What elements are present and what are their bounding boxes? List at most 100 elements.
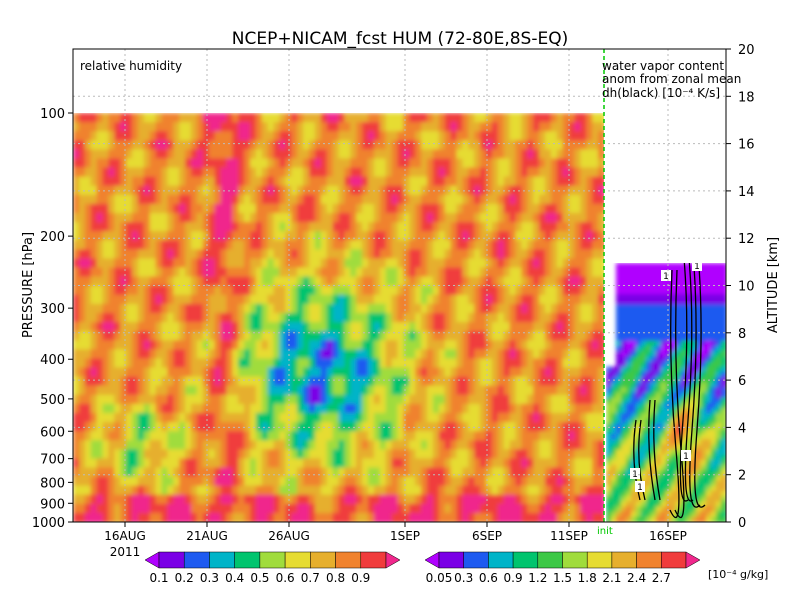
contour-label-box bbox=[630, 468, 640, 479]
y-tick-label: 500 bbox=[40, 393, 65, 408]
left-panel-label: relative humidity bbox=[80, 59, 182, 73]
right-panel-label-line2: anom from zonal mean bbox=[602, 72, 741, 86]
colorbar-box bbox=[512, 551, 539, 569]
colorbar-label: 0.6 bbox=[276, 571, 295, 585]
init-label: init bbox=[597, 526, 613, 537]
y-tick-label: 400 bbox=[40, 353, 65, 368]
colorbar-label: 0.05 bbox=[426, 571, 453, 585]
colorbar-label: 0.4 bbox=[225, 571, 244, 585]
colorbar-box bbox=[335, 551, 362, 569]
y-tick-label: 900 bbox=[40, 497, 65, 512]
contour-label-box bbox=[681, 450, 691, 461]
colorbar-arrow-high bbox=[685, 551, 701, 569]
contour-line bbox=[689, 265, 701, 508]
x-tick-label: 26AUG bbox=[268, 529, 310, 543]
y2-tick-label: 2 bbox=[738, 469, 746, 484]
y-tick-label: 100 bbox=[40, 107, 65, 122]
y2-tick-label: 20 bbox=[738, 43, 755, 58]
right-panel-label: water vapor content anom from zonal mean… bbox=[602, 59, 741, 100]
y-tick-label: 700 bbox=[40, 453, 65, 468]
colorbar-label: 1.8 bbox=[578, 571, 597, 585]
colorbar-label: 0.5 bbox=[250, 571, 269, 585]
colorbar-box bbox=[234, 551, 261, 569]
vapor-heatmap: 11111 bbox=[606, 262, 726, 522]
colorbar-box bbox=[284, 551, 311, 569]
x-tick-label: 16AUG bbox=[104, 529, 146, 543]
y2-tick-label: 6 bbox=[738, 374, 746, 389]
y2-tick-label: 0 bbox=[738, 516, 746, 531]
x-tick-label: 16SEP bbox=[649, 529, 687, 543]
colorbar-box bbox=[611, 551, 637, 569]
colorbar-box bbox=[463, 551, 489, 569]
colorbar-box bbox=[183, 551, 210, 569]
right-panel-label-line1: water vapor content bbox=[602, 59, 724, 73]
contour-line bbox=[669, 269, 680, 519]
y-axis-altitude: 0 2 4 6 8 10 12 14 16 18 20 bbox=[726, 43, 755, 531]
colorbar-label: 0.1 bbox=[149, 571, 168, 585]
colorbar-box bbox=[158, 551, 185, 569]
colorbar-box bbox=[209, 551, 235, 569]
colorbar-vapor-unit: [10⁻⁴ g/kg] bbox=[708, 568, 768, 581]
colorbar-label: 2.1 bbox=[602, 571, 621, 585]
y2-axis-title: ALTITUDE [km] bbox=[766, 237, 781, 333]
colorbar-box bbox=[360, 551, 387, 569]
contour-label: 1 bbox=[663, 272, 669, 282]
colorbar-box bbox=[438, 551, 464, 569]
x-tick-label: 11SEP bbox=[550, 529, 588, 543]
contour-label: 1 bbox=[694, 262, 700, 272]
x-axis-year: 2011 bbox=[110, 545, 141, 559]
contour-label-box bbox=[635, 481, 645, 492]
colorbar-box bbox=[636, 551, 662, 569]
contour-label: 1 bbox=[683, 452, 689, 462]
colorbar-box bbox=[259, 551, 286, 569]
colorbar-label: 0.9 bbox=[504, 571, 523, 585]
rh-heatmap bbox=[73, 113, 604, 522]
y-axis-pressure: 100 200 300 400 500 600 700 800 900 1000 bbox=[32, 107, 73, 531]
x-axis-dates: 16AUG 21AUG 26AUG 1SEP 6SEP 11SEP 16SEP bbox=[104, 522, 687, 543]
colorbar-box bbox=[562, 551, 588, 569]
colorbar-label: 1.5 bbox=[553, 571, 572, 585]
contour-label-box bbox=[692, 263, 702, 271]
colorbar-label: 0.2 bbox=[175, 571, 194, 585]
colorbar-label: 0.7 bbox=[301, 571, 320, 585]
y2-tick-label: 4 bbox=[738, 421, 746, 436]
colorbar-arrow-high bbox=[385, 551, 401, 569]
x-tick-label: 6SEP bbox=[472, 529, 502, 543]
colorbar-label: 1.2 bbox=[528, 571, 547, 585]
y2-tick-label: 14 bbox=[738, 185, 755, 200]
colorbar-box bbox=[586, 551, 613, 569]
colorbar-box bbox=[488, 551, 514, 569]
colorbar-label: 2.4 bbox=[627, 571, 646, 585]
contour-label-box bbox=[661, 270, 671, 281]
y2-tick-label: 16 bbox=[738, 138, 755, 153]
grid bbox=[73, 49, 726, 522]
colorbar-vapor: 0.05 0.3 0.6 0.9 1.2 1.5 1.8 2.1 2.4 2.7 bbox=[424, 551, 701, 585]
y-tick-label: 600 bbox=[40, 425, 65, 440]
colorbar-arrow-low bbox=[144, 551, 160, 569]
colorbar-box bbox=[661, 551, 687, 569]
contour-line bbox=[648, 399, 656, 501]
y-tick-label: 1000 bbox=[32, 516, 65, 531]
colorbar-label: 0.3 bbox=[454, 571, 473, 585]
x-tick-label: 1SEP bbox=[390, 529, 420, 543]
colorbar-box bbox=[310, 551, 336, 569]
x-tick-label: 21AUG bbox=[186, 529, 228, 543]
chart-title: NCEP+NICAM_fcst HUM (72-80E,8S-EQ) bbox=[232, 29, 568, 49]
y-tick-label: 800 bbox=[40, 476, 65, 491]
y2-tick-label: 12 bbox=[738, 232, 755, 247]
contour-label: 1 bbox=[637, 483, 643, 493]
colorbar-arrow-low bbox=[424, 551, 440, 569]
y2-tick-label: 18 bbox=[738, 90, 755, 105]
right-panel-label-line3: dh(black) [10⁻⁴ K/s] bbox=[602, 86, 720, 100]
colorbar-label: 0.6 bbox=[479, 571, 498, 585]
colorbar-box bbox=[537, 551, 563, 569]
colorbar-rh: 0.1 0.2 0.3 0.4 0.5 0.6 0.7 0.8 0.9 bbox=[144, 551, 401, 585]
colorbar-label: 0.3 bbox=[200, 571, 219, 585]
colorbar-label: 0.9 bbox=[351, 571, 370, 585]
y2-tick-label: 10 bbox=[738, 280, 755, 295]
colorbar-label: 2.7 bbox=[652, 571, 671, 585]
heating-contours: 11111 bbox=[630, 262, 706, 519]
colorbar-label: 0.8 bbox=[326, 571, 345, 585]
contour-line bbox=[679, 263, 689, 502]
